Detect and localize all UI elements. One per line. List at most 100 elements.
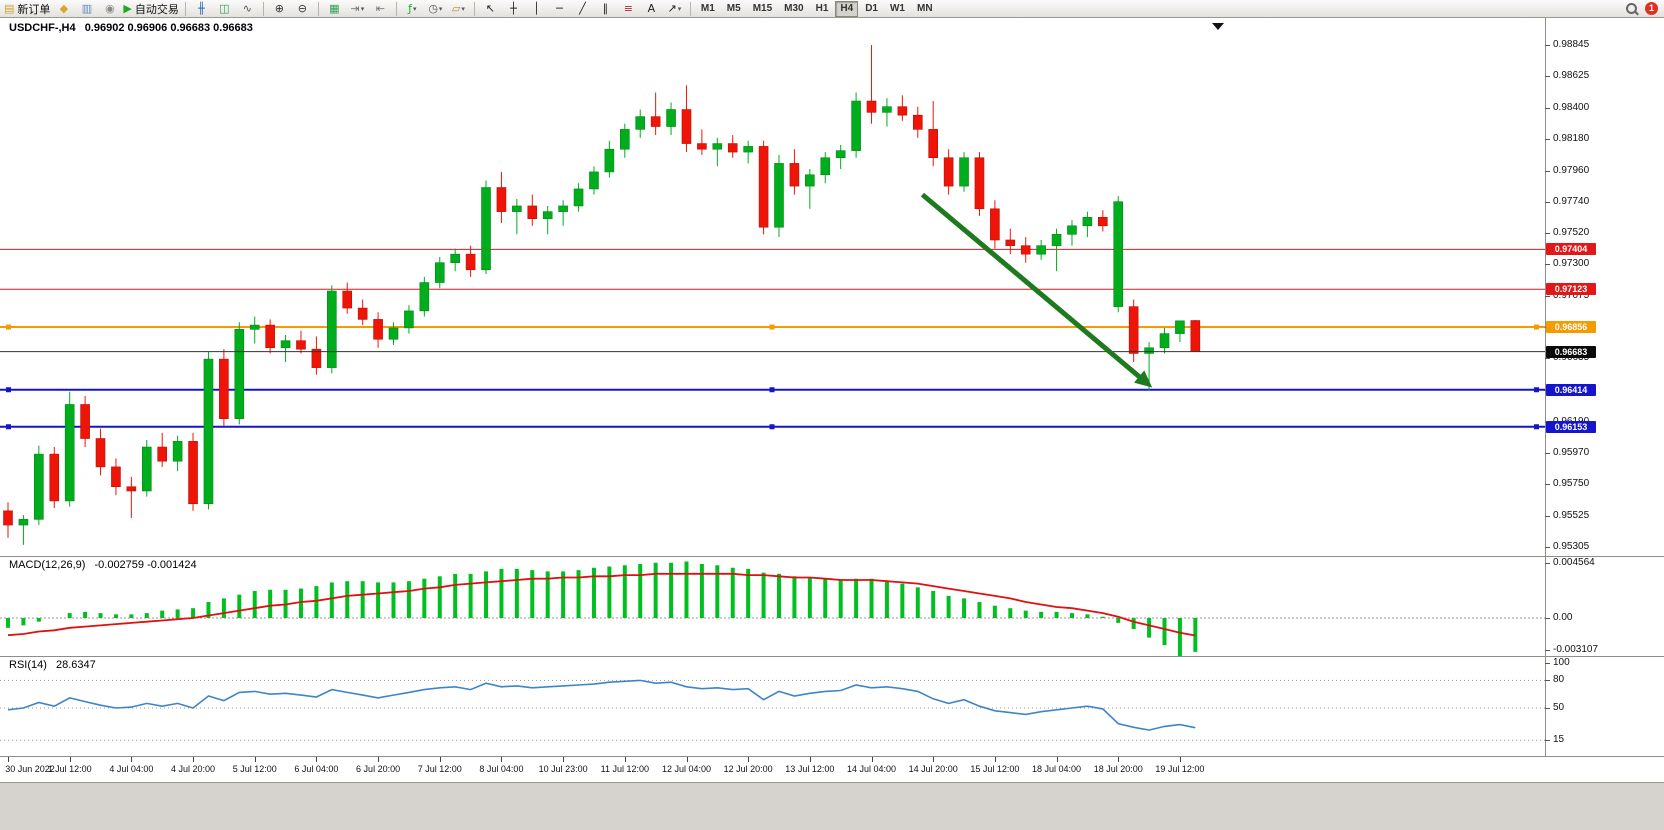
candle-body (419, 282, 430, 312)
price-axis-column[interactable] (1545, 18, 1664, 782)
rsi-value: 28.6347 (55, 659, 96, 671)
candle-body (234, 329, 245, 419)
candle-body (34, 453, 44, 520)
panel-separator[interactable] (0, 556, 1664, 557)
price-tick-label: 0.98180 (1553, 133, 1590, 145)
timeframe-button-w1[interactable]: W1 (889, 2, 905, 14)
line-handle[interactable] (1534, 424, 1539, 430)
candle-body (404, 310, 414, 329)
panel-separator[interactable] (0, 756, 1664, 757)
price-tick-label: 0.97300 (1553, 258, 1590, 270)
panel-separator[interactable] (0, 656, 1664, 657)
time-axis-label: 6 Jul 04:00 (294, 764, 339, 774)
candle-body (882, 106, 892, 113)
sound-on-icon[interactable]: ◉ (99, 0, 120, 18)
line-handle[interactable] (1534, 387, 1539, 393)
price-level-tag-0.96414: 0.96414 (1546, 383, 1596, 396)
search-icon[interactable] (1626, 3, 1637, 14)
time-axis-tick (994, 757, 996, 762)
fibonacci-icon[interactable]: ≡ (618, 0, 639, 18)
timeframe-button-m5[interactable]: M5 (726, 2, 741, 14)
ohlc-bars-icon[interactable]: ╫ (191, 0, 212, 18)
horizontal-line-icon[interactable]: ─ (549, 0, 570, 18)
line-handle[interactable] (769, 324, 775, 330)
market-watch-icon[interactable]: ▥ (76, 0, 97, 18)
vertical-line-icon[interactable]: │ (526, 0, 547, 18)
timeframe-button-d1[interactable]: D1 (865, 2, 878, 14)
candle-body (373, 319, 383, 340)
line-handle[interactable] (769, 424, 775, 430)
time-axis-tick (316, 757, 318, 762)
candle-body (990, 208, 1000, 241)
price-axis-tick (1545, 108, 1550, 110)
candle-body (157, 446, 167, 462)
line-handle[interactable] (6, 387, 11, 393)
symbols-icon[interactable]: ◆ (53, 0, 74, 18)
timeframe-button-mn[interactable]: MN (916, 2, 933, 14)
equidistant-channel-icon[interactable]: ∥ (595, 0, 616, 18)
candle-body (604, 148, 615, 173)
time-axis-tick (686, 757, 688, 762)
time-axis[interactable]: 30 Jun 2022 1 Jul 12:00 4 Jul 04:00 4 Jul 2… (0, 757, 1664, 782)
indicators-icon[interactable]: ƒ ▾ (402, 0, 423, 18)
line-handle[interactable] (1534, 324, 1539, 330)
auto-trading-button[interactable]: ▶ 自动交易 (122, 0, 179, 18)
time-axis-label: 14 Jul 20:00 (908, 764, 958, 774)
periods-icon[interactable]: ◷ ▾ (425, 0, 446, 18)
zoom-in-icon[interactable]: ⊕ (269, 0, 290, 18)
toolbar-separator (317, 1, 319, 16)
new-order-button[interactable]: ▤ 新订单 (3, 0, 51, 18)
candle-body (327, 290, 337, 368)
crosshair-icon[interactable]: ┼ (503, 0, 524, 18)
notification-badge[interactable]: 1 (1645, 2, 1658, 15)
candle-body (512, 205, 522, 212)
rsi-axis-tick (1545, 708, 1550, 709)
rsi-title: RSI(14) 28.6347 (9, 659, 96, 671)
candlestick-chart-icon[interactable]: ◫ (214, 0, 235, 18)
price-tick-label: 0.98625 (1553, 70, 1590, 82)
candle-body (1005, 239, 1016, 246)
sound-on-icon: ◉ (105, 1, 115, 15)
templates-icon[interactable]: ▱ ▾ (448, 0, 469, 18)
chart-shift-icon[interactable]: ⇤ (370, 0, 391, 18)
timeframe-button-m30[interactable]: M30 (784, 2, 804, 14)
candle-body (897, 106, 908, 116)
price-tick-label: 0.97075 (1553, 290, 1590, 301)
macd-indicator-chart[interactable] (0, 557, 1545, 656)
cursor-icon[interactable]: ↖ (480, 0, 501, 18)
timeframe-button-m1[interactable]: M1 (700, 2, 715, 14)
tile-windows-icon[interactable]: ▦ (324, 0, 345, 18)
trendline-icon[interactable]: ╱ (572, 0, 593, 18)
timeframe-button-h4[interactable]: H4 (835, 0, 859, 17)
text-label-icon[interactable]: A (641, 0, 662, 18)
rsi-axis-tick (1545, 663, 1550, 664)
arrows-icon[interactable]: ↗ ▾ (664, 0, 685, 18)
chart-shift-marker-icon[interactable] (1212, 23, 1224, 30)
candle-body (172, 441, 183, 462)
rsi-indicator-chart[interactable] (0, 657, 1545, 756)
timeframe-button-m15[interactable]: M15 (752, 2, 773, 14)
dropdown-arrow-icon: ▾ (461, 5, 465, 13)
candle-body (835, 150, 846, 159)
candle-body (1051, 234, 1062, 246)
time-axis-label: 6 Jul 20:00 (356, 764, 401, 774)
line-handle[interactable] (6, 324, 11, 330)
rsi-line (7, 679, 1196, 731)
auto-scroll-icon[interactable]: ⇥ ▾ (347, 0, 368, 18)
time-axis-tick (748, 757, 750, 762)
macd-values: -0.002759 -0.001424 (94, 559, 197, 571)
line-handle[interactable] (6, 424, 11, 430)
candle-body (943, 157, 954, 187)
timeframe-button-h1[interactable]: H1 (815, 2, 829, 14)
time-axis-tick (254, 757, 256, 762)
zoom-out-icon[interactable]: ⊖ (292, 0, 313, 18)
price-axis-tick (1545, 483, 1550, 485)
macd-signal-line (7, 572, 1196, 637)
candlestick-chart[interactable] (0, 18, 1545, 556)
candle-body (573, 188, 584, 207)
line-handle[interactable] (769, 387, 775, 393)
green-arrow-annotation[interactable] (920, 192, 1153, 388)
macd-axis-tick (1545, 650, 1550, 651)
line-chart-icon[interactable]: ∿ (237, 0, 258, 18)
